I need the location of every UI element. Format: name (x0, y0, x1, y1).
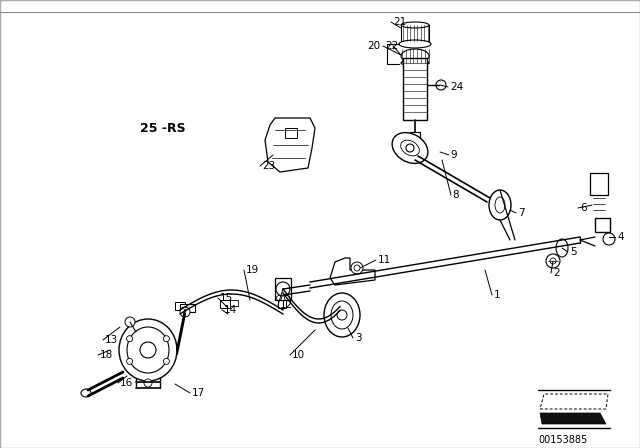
Circle shape (276, 282, 290, 296)
Bar (401, 25, 429, 41)
Ellipse shape (127, 327, 169, 373)
Ellipse shape (401, 60, 429, 66)
Text: 14: 14 (224, 305, 237, 315)
Bar (410, 132, 420, 142)
Text: 23: 23 (262, 161, 275, 171)
Bar (220, 300, 230, 308)
Bar (285, 128, 297, 138)
Text: 19: 19 (246, 265, 259, 275)
Ellipse shape (401, 49, 429, 63)
Ellipse shape (401, 22, 429, 28)
Ellipse shape (119, 319, 177, 381)
Circle shape (406, 144, 414, 152)
Bar (175, 302, 185, 310)
Circle shape (546, 254, 560, 268)
Text: 5: 5 (570, 247, 577, 257)
Circle shape (337, 310, 347, 320)
Text: 24: 24 (450, 82, 463, 92)
Text: 13: 13 (105, 335, 118, 345)
Ellipse shape (556, 239, 568, 257)
Circle shape (127, 336, 132, 342)
Text: 11: 11 (378, 255, 391, 265)
Ellipse shape (489, 190, 511, 220)
Circle shape (351, 262, 363, 274)
Text: 22: 22 (385, 41, 398, 51)
Bar (595, 218, 610, 232)
Text: 3: 3 (355, 333, 362, 343)
Ellipse shape (495, 197, 505, 213)
Ellipse shape (331, 301, 353, 329)
Ellipse shape (81, 389, 91, 397)
Circle shape (180, 307, 190, 317)
Polygon shape (330, 258, 375, 285)
Ellipse shape (324, 293, 360, 337)
Text: 8: 8 (452, 190, 459, 200)
Polygon shape (265, 118, 315, 172)
Bar (278, 300, 286, 308)
Circle shape (163, 336, 170, 342)
Text: 6: 6 (580, 203, 587, 213)
Text: 2: 2 (553, 268, 559, 278)
Text: 17: 17 (192, 388, 205, 398)
Text: 20: 20 (367, 41, 380, 51)
Text: 4: 4 (617, 232, 623, 242)
Ellipse shape (401, 140, 419, 156)
Ellipse shape (399, 40, 431, 48)
Circle shape (140, 342, 156, 358)
Circle shape (276, 296, 282, 301)
Bar (590, 173, 608, 195)
Circle shape (550, 258, 556, 264)
Bar (230, 300, 238, 306)
Text: 7: 7 (518, 208, 525, 218)
Circle shape (436, 80, 446, 90)
Text: 10: 10 (292, 350, 305, 360)
Text: 1: 1 (494, 290, 500, 300)
Text: 12: 12 (280, 300, 293, 310)
Text: 00153885: 00153885 (538, 435, 588, 445)
Polygon shape (540, 413, 606, 424)
Bar (403, 58, 427, 120)
Text: 15: 15 (220, 293, 233, 303)
Text: 9: 9 (450, 150, 456, 160)
Text: 16: 16 (120, 378, 133, 388)
Circle shape (144, 379, 152, 387)
Circle shape (603, 233, 615, 245)
Circle shape (163, 358, 170, 364)
Circle shape (285, 296, 289, 301)
Circle shape (127, 358, 132, 364)
Ellipse shape (392, 133, 428, 164)
Circle shape (125, 317, 135, 327)
Text: 25 -RS: 25 -RS (140, 121, 186, 134)
Bar (180, 304, 195, 312)
Bar (275, 278, 291, 300)
Text: 21: 21 (393, 17, 406, 27)
Text: 18: 18 (100, 350, 113, 360)
Circle shape (354, 265, 360, 271)
